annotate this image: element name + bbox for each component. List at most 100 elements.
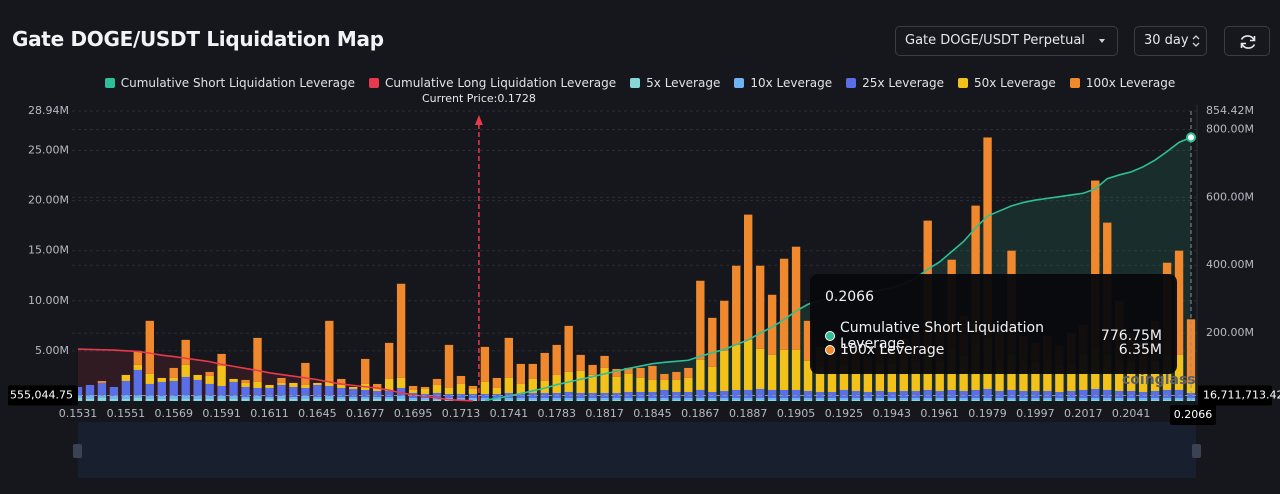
bar	[241, 379, 250, 383]
x-tick-label: 0.1591	[202, 407, 241, 420]
bar	[624, 367, 633, 374]
bar	[480, 381, 490, 394]
bar	[540, 399, 549, 401]
bar	[432, 399, 442, 401]
bar	[911, 397, 920, 400]
bar	[169, 367, 178, 378]
x-tick-label: 0.1845	[633, 407, 672, 420]
bar	[779, 389, 789, 398]
bar	[265, 396, 274, 399]
tooltip-row: Cumulative Short Liquidation Leverage 776…	[825, 320, 1162, 352]
zoom-handle[interactable]	[1192, 444, 1201, 458]
bar	[588, 399, 597, 401]
bar	[1031, 390, 1040, 398]
legend-item: 100x Leverage	[1069, 76, 1176, 90]
zoom-handle[interactable]	[73, 444, 82, 458]
bar	[624, 399, 633, 401]
bar	[205, 398, 214, 401]
bar	[779, 258, 789, 350]
range-select[interactable]: 30 day	[1134, 26, 1207, 56]
legend-item: 5x Leverage	[630, 76, 720, 90]
bar	[1043, 360, 1052, 391]
bar	[133, 350, 143, 365]
crosshair-y-label: 555,044.75	[10, 388, 73, 401]
bar	[540, 352, 549, 381]
bar	[887, 399, 897, 401]
bar	[384, 398, 394, 401]
x-tick-label: 0.1925	[825, 407, 864, 420]
bar	[564, 399, 573, 401]
bar	[420, 397, 430, 400]
bar	[995, 390, 1004, 398]
bar	[313, 382, 322, 385]
bar	[947, 397, 956, 400]
refresh-button[interactable]	[1224, 26, 1270, 56]
bar	[289, 382, 298, 387]
bar	[97, 394, 107, 398]
legend-label: 100x Leverage	[1085, 76, 1176, 90]
bar	[708, 397, 717, 400]
bar	[384, 378, 394, 391]
bar	[1103, 389, 1112, 398]
bar	[696, 399, 705, 401]
x-tick-label: 0.1979	[968, 407, 1007, 420]
bar	[1055, 397, 1064, 400]
bar	[839, 399, 849, 401]
bar	[755, 399, 765, 401]
bar	[875, 397, 885, 400]
bar	[277, 377, 286, 383]
bar	[983, 399, 992, 401]
bar	[492, 387, 502, 394]
bar	[241, 386, 250, 397]
y-tick-label: 10.00M	[28, 294, 69, 307]
bar	[456, 397, 466, 400]
x-tick-label: 0.1783	[537, 407, 576, 420]
bar	[732, 344, 741, 390]
bar	[432, 384, 442, 393]
bar	[1031, 397, 1040, 400]
legend-swatch	[104, 78, 115, 88]
symbol-select[interactable]: Gate DOGE/USDT Perpetual	[895, 26, 1118, 56]
bar	[289, 398, 298, 401]
bar	[648, 397, 657, 400]
bar	[1019, 399, 1028, 401]
bar	[827, 399, 837, 401]
bar	[720, 390, 729, 398]
zoom-slider[interactable]	[78, 422, 1196, 478]
bar	[1115, 397, 1124, 400]
bar	[516, 363, 525, 384]
bar	[935, 390, 944, 398]
bar	[229, 398, 238, 401]
bar	[396, 387, 406, 396]
bar	[193, 398, 202, 401]
bar	[540, 397, 549, 400]
tooltip-value: 6.35M	[1118, 342, 1162, 358]
bar	[540, 380, 549, 393]
bar	[660, 397, 669, 400]
bar	[301, 362, 310, 385]
bar	[1150, 399, 1160, 401]
bar	[1150, 360, 1160, 391]
bar	[1162, 397, 1172, 400]
legend-label: 10x Leverage	[750, 76, 833, 90]
crosshair-y2-label-box	[1198, 385, 1272, 406]
bar	[1115, 399, 1124, 401]
bar	[492, 399, 502, 401]
bar	[325, 398, 334, 401]
x-tick-label: 0.1713	[442, 407, 481, 420]
bar	[504, 377, 514, 393]
bar	[157, 377, 166, 382]
bar	[456, 393, 466, 398]
bar	[1019, 360, 1028, 391]
bar	[253, 387, 262, 396]
bar	[744, 339, 753, 390]
legend-label: 25x Leverage	[862, 76, 944, 90]
bar	[181, 376, 190, 395]
bar	[384, 390, 394, 397]
bar	[1043, 397, 1052, 400]
bar	[325, 320, 334, 382]
bar	[85, 384, 95, 395]
bar	[349, 396, 358, 399]
bar	[612, 397, 621, 400]
y-tick-label: 28.94M	[28, 104, 69, 117]
